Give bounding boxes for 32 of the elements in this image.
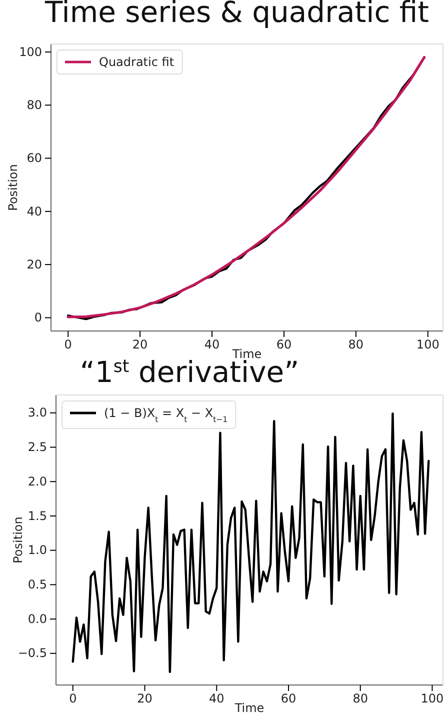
x-tick-label: 80 (352, 692, 368, 706)
x-tick-label: 40 (204, 338, 220, 352)
y-tick-label: 2.0 (28, 474, 47, 488)
x-tick-label: 60 (280, 692, 296, 706)
y-tick-label: −0.5 (18, 646, 47, 660)
y-tick-label: 1.5 (28, 508, 47, 523)
y-axis-title: Position (11, 516, 25, 564)
x-tick-label: 100 (420, 692, 444, 706)
y-tick-label: 40 (26, 204, 42, 218)
y-tick-label: 2.5 (28, 440, 47, 454)
x-tick-label: 0 (64, 338, 72, 352)
x-tick-label: 60 (276, 338, 292, 352)
x-tick-label: 20 (132, 338, 148, 352)
y-tick-label: 20 (26, 257, 42, 272)
y-tick-label: 3.0 (28, 406, 47, 420)
y-tick-label: 0.0 (28, 612, 47, 626)
y-tick-label: 80 (26, 98, 42, 112)
x-axis-title: Time (234, 701, 264, 715)
x-tick-label: 20 (137, 692, 152, 706)
legend-label: Quadratic fit (99, 55, 174, 69)
legend-label: (1 − B)X$_{t}$ = X$_{t}$ − X$_{t−1}$ (104, 406, 228, 424)
x-tick-label: 100 (416, 338, 440, 352)
chart-title: Time series & quadratic fit (44, 0, 430, 29)
y-tick-label: 1.0 (28, 543, 47, 558)
x-tick-label: 40 (208, 692, 224, 706)
y-tick-label: 0.5 (28, 578, 47, 592)
y-tick-label: 60 (26, 151, 42, 166)
y-tick-label: 0 (34, 310, 42, 325)
y-tick-label: 100 (19, 44, 42, 59)
y-axis-title: Position (6, 164, 20, 211)
x-tick-label: 0 (69, 692, 77, 706)
x-tick-label: 80 (348, 338, 364, 352)
